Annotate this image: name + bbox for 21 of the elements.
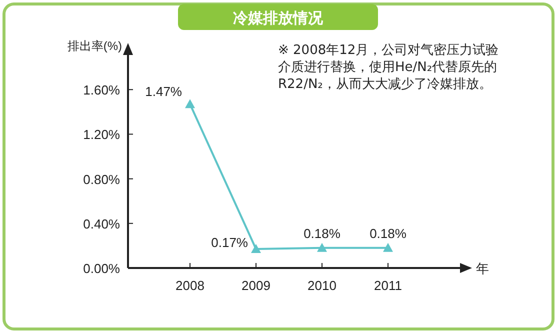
- y-tick-label: 0.00%: [83, 261, 120, 276]
- y-tick-label: 0.40%: [83, 216, 120, 232]
- data-label: 0.17%: [211, 235, 248, 250]
- point: [317, 242, 327, 252]
- data-label: 0.18%: [370, 226, 407, 241]
- x-tick-label: 2010: [308, 278, 336, 293]
- y-tick-label: 0.80%: [83, 172, 120, 187]
- point: [185, 99, 195, 108]
- chart-title: 冷媒排放情况: [233, 10, 324, 27]
- x-tick-label: 2009: [242, 278, 270, 293]
- data-label: 0.18%: [304, 226, 341, 241]
- y-tick-label: 1.20%: [83, 127, 120, 142]
- data-label: 1.47%: [145, 84, 182, 100]
- x-tick-label: 2008: [176, 278, 204, 293]
- x-tick-label: 2011: [374, 278, 402, 293]
- y-axis-title: 排出率(%): [67, 39, 122, 53]
- point: [251, 244, 261, 254]
- y-tick-label: 1.60%: [83, 82, 120, 98]
- point: [383, 242, 393, 252]
- x-axis-title: 年: [476, 261, 489, 276]
- annotation: ※ 2008年12月，公司对气密压力试验介质进行替换，使用He/N₂代替原先的R22/N₂，从而大大减少了冷媒排放。: [278, 42, 500, 93]
